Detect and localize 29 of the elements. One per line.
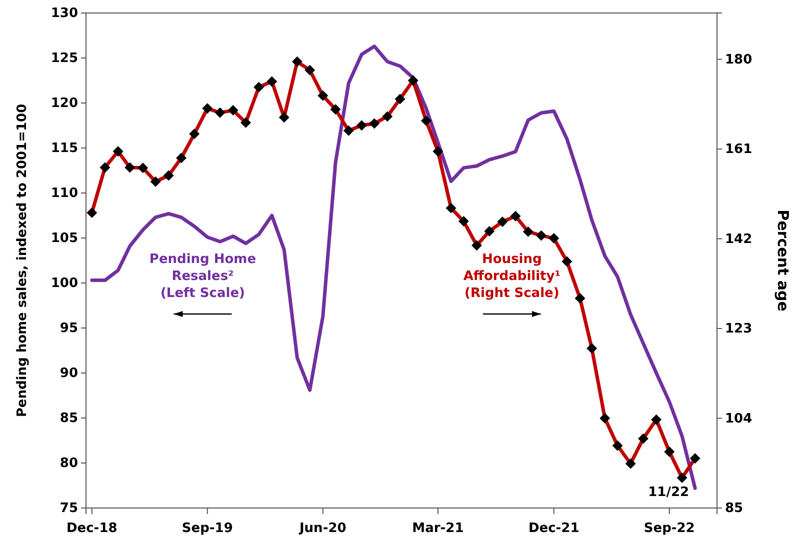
y-tick-label: 95	[60, 321, 78, 336]
y2-tick-label: 180	[725, 52, 752, 68]
x-tick-label: Mar-21	[412, 521, 464, 536]
y-tick-label: 130	[50, 6, 78, 22]
y2-tick-label: 104	[725, 411, 752, 426]
series-label: Pending Home Resales² (Left Scale)	[149, 252, 256, 301]
y2-tick-label: 123	[725, 322, 752, 337]
x-tick-label: Dec-18	[66, 521, 118, 536]
x-tick-label: Jun-20	[298, 521, 346, 536]
y-tick-label: 90	[60, 366, 78, 382]
y-tick-label: 115	[50, 141, 78, 156]
y2-tick-label: 161	[725, 142, 752, 158]
x-tick-label: Dec-21	[528, 521, 580, 536]
y2-tick-label: 142	[725, 232, 752, 247]
y-axis-title: Pending home sales, indexed to 2001=100	[15, 104, 30, 418]
y-tick-label: 125	[50, 51, 78, 66]
y2-axis-title: Percent age	[774, 210, 792, 312]
annotation: 11/22	[648, 485, 690, 500]
series-label: Housing Affordability¹ (Right Scale)	[463, 252, 560, 301]
y2-tick-label: 85	[725, 501, 744, 516]
y-tick-label: 85	[60, 411, 78, 426]
y-tick-label: 100	[50, 276, 78, 292]
y-tick-label: 80	[60, 456, 78, 472]
y-tick-label: 105	[50, 231, 78, 246]
x-tick-label: Sep-19	[182, 521, 233, 536]
y-tick-label: 120	[50, 96, 78, 112]
y-tick-label: 75	[60, 501, 78, 516]
x-tick-label: Sep-22	[644, 521, 695, 536]
y-tick-label: 110	[50, 186, 78, 202]
